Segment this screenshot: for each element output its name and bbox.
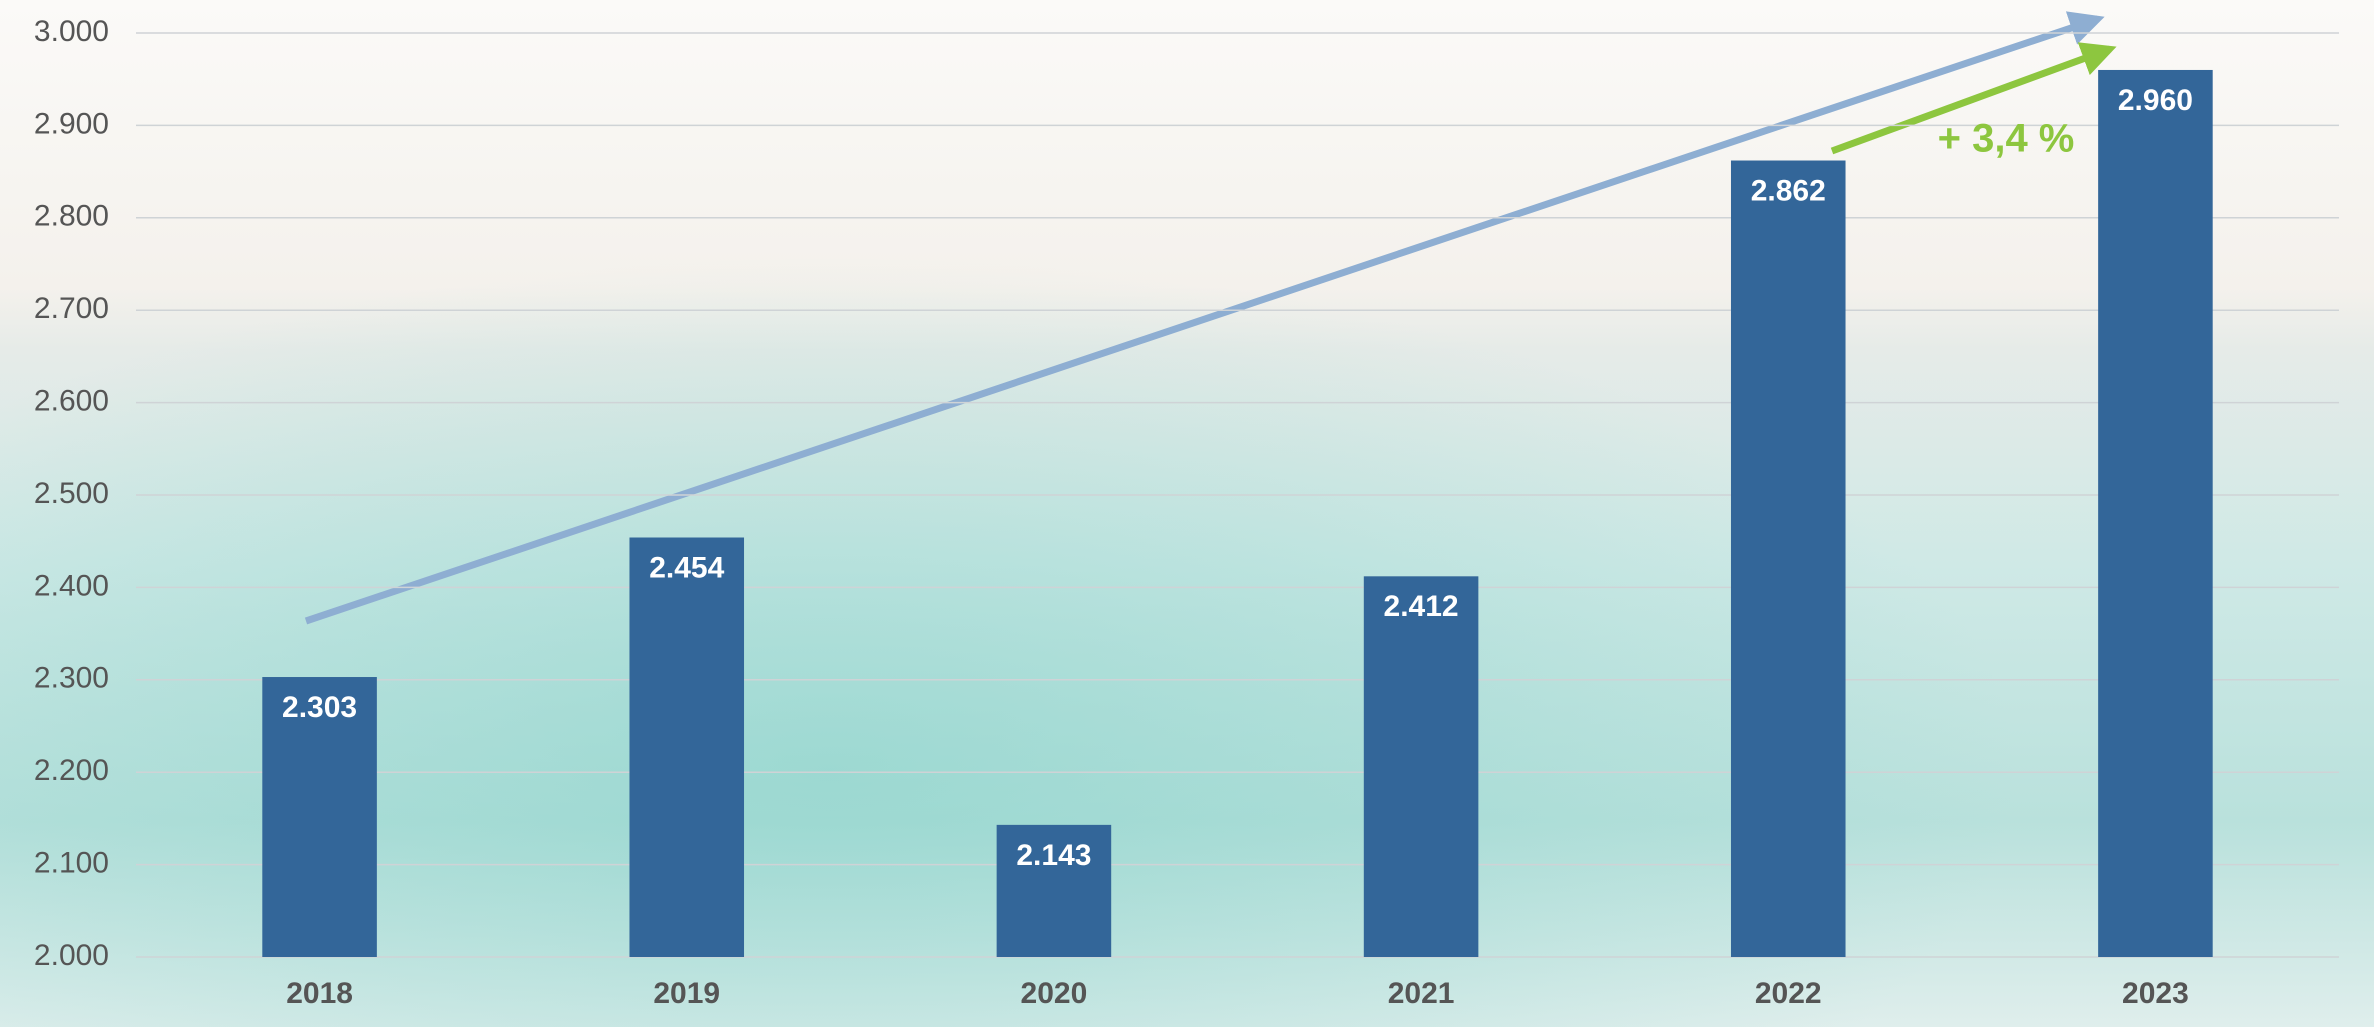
bar [629, 537, 745, 957]
bar [1363, 576, 1479, 957]
data-label: 2.412 [1384, 590, 1459, 623]
data-label: 2.862 [1751, 174, 1826, 207]
data-label: 2.303 [282, 691, 357, 724]
y-tick-label: 3.000 [34, 15, 109, 48]
growth-arrow [1830, 42, 2117, 155]
y-tick-label: 2.900 [34, 107, 109, 140]
x-tick-label: 2020 [1021, 977, 1088, 1010]
y-tick-label: 2.600 [34, 385, 109, 418]
x-tick-label: 2018 [286, 977, 353, 1010]
data-label: 2.960 [2118, 84, 2193, 117]
y-tick-label: 2.100 [34, 847, 109, 880]
y-tick-label: 2.700 [34, 292, 109, 325]
y-tick-label: 2.500 [34, 477, 109, 510]
grid [136, 32, 2339, 958]
trend-arrow [304, 11, 2105, 625]
y-tick-label: 2.400 [34, 569, 109, 602]
y-tick-label: 2.000 [34, 939, 109, 972]
data-label: 2.143 [1016, 839, 1091, 872]
bar [2098, 69, 2213, 957]
y-tick-label: 2.800 [34, 200, 109, 233]
x-tick-label: 2021 [1388, 977, 1455, 1010]
bar [1730, 160, 1846, 958]
y-tick-label: 2.200 [34, 754, 109, 787]
x-tick-label: 2023 [2122, 977, 2189, 1010]
data-label: 2.454 [649, 551, 724, 584]
bar [262, 677, 377, 957]
bar [996, 824, 1112, 957]
x-tick-label: 2022 [1755, 977, 1822, 1010]
annotation: + 3,4 % [1938, 117, 2075, 161]
x-tick-label: 2019 [653, 977, 720, 1010]
y-tick-label: 2.300 [34, 662, 109, 695]
